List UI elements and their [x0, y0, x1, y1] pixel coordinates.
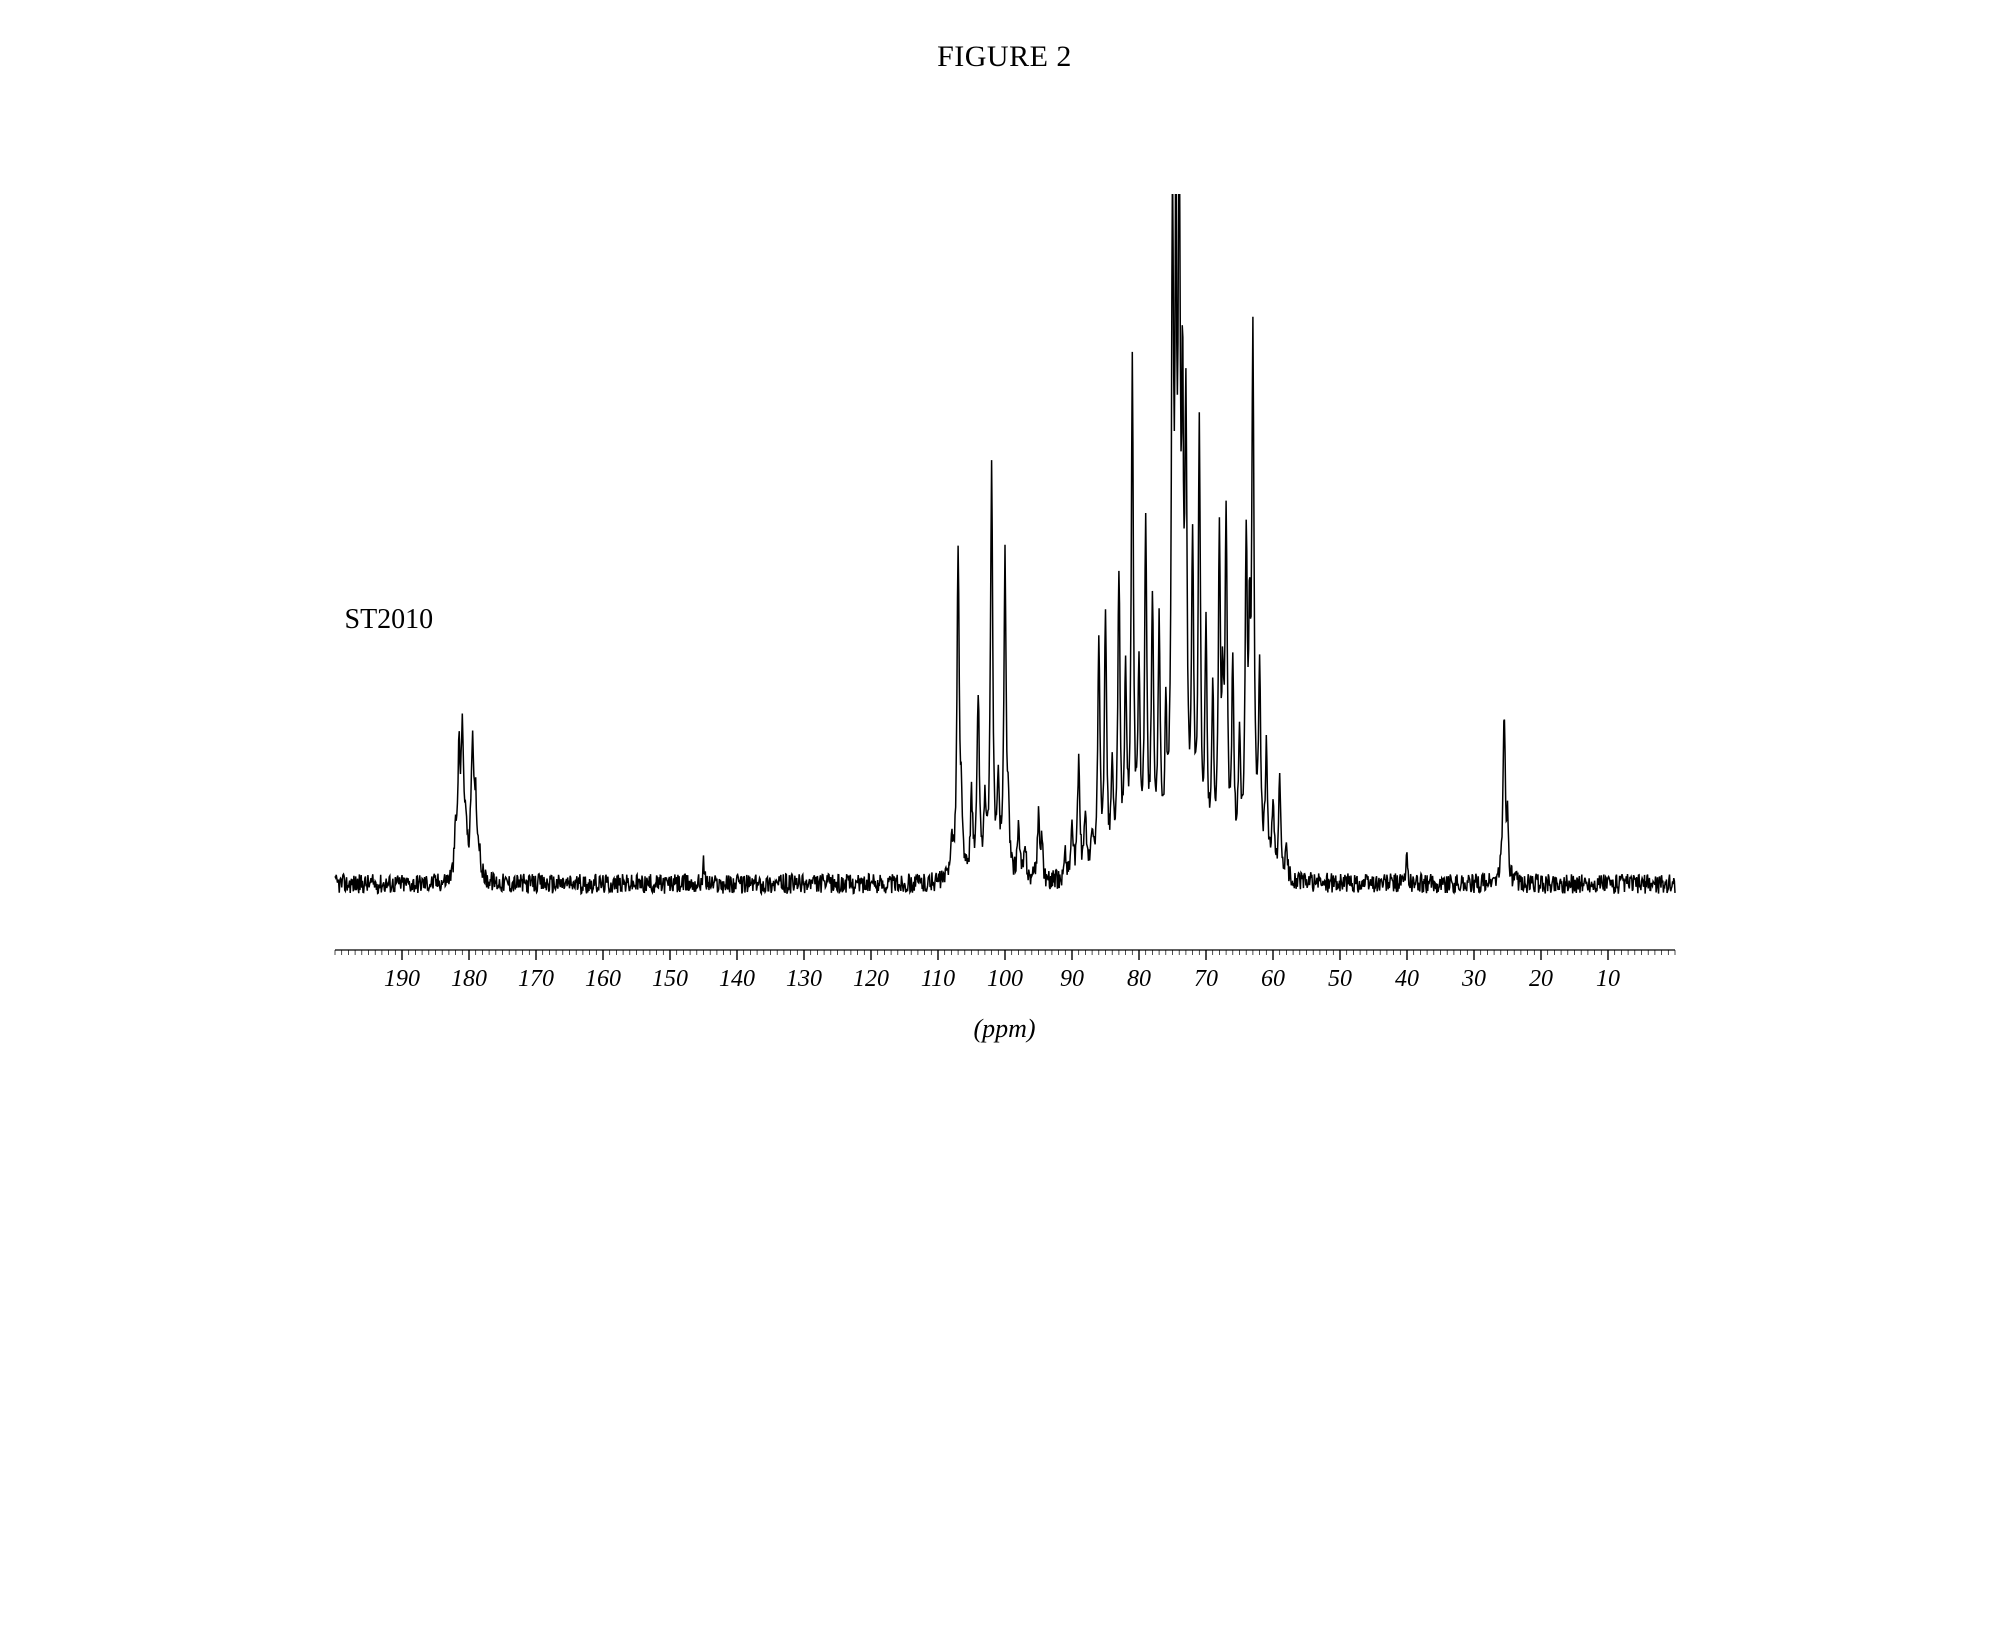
sample-label: ST2010 [345, 604, 434, 636]
x-tick-label: 10 [1596, 966, 1620, 992]
nmr-spectrum: 190 180 170 160 150 140 130 120 110 100 90 80 70 60 50… [305, 194, 1705, 1014]
x-tick-label: 100 [987, 966, 1023, 992]
x-axis-label: (ppm) [305, 1014, 1705, 1044]
x-tick-label: 120 [853, 966, 889, 992]
figure-container: FIGURE 2 ST2010 190 180 170 160 150 140 130 120… [305, 40, 1705, 1044]
x-tick-label: 110 [920, 966, 954, 992]
x-tick-label: 180 [451, 966, 487, 992]
x-tick-label: 50 [1328, 966, 1352, 992]
x-tick-label: 130 [786, 966, 822, 992]
x-tick-label: 170 [518, 966, 554, 992]
figure-title: FIGURE 2 [305, 40, 1705, 74]
chart-area: ST2010 190 180 170 160 150 140 130 120 110 100 90 8… [305, 194, 1705, 1014]
x-tick-label: 190 [384, 966, 420, 992]
x-tick-label: 20 [1529, 966, 1553, 992]
x-axis: 190 180 170 160 150 140 130 120 110 100 90 80 70 60 50… [335, 950, 1675, 992]
x-tick-label: 30 [1461, 966, 1486, 992]
x-tick-label: 150 [652, 966, 688, 992]
x-tick-label: 160 [585, 966, 621, 992]
x-tick-label: 80 [1127, 966, 1151, 992]
x-tick-label: 90 [1060, 966, 1084, 992]
x-tick-label: 140 [719, 966, 755, 992]
x-tick-label: 70 [1194, 966, 1218, 992]
spectrum-trace [335, 194, 1675, 894]
x-tick-label: 60 [1261, 966, 1285, 992]
x-tick-label: 40 [1395, 966, 1419, 992]
